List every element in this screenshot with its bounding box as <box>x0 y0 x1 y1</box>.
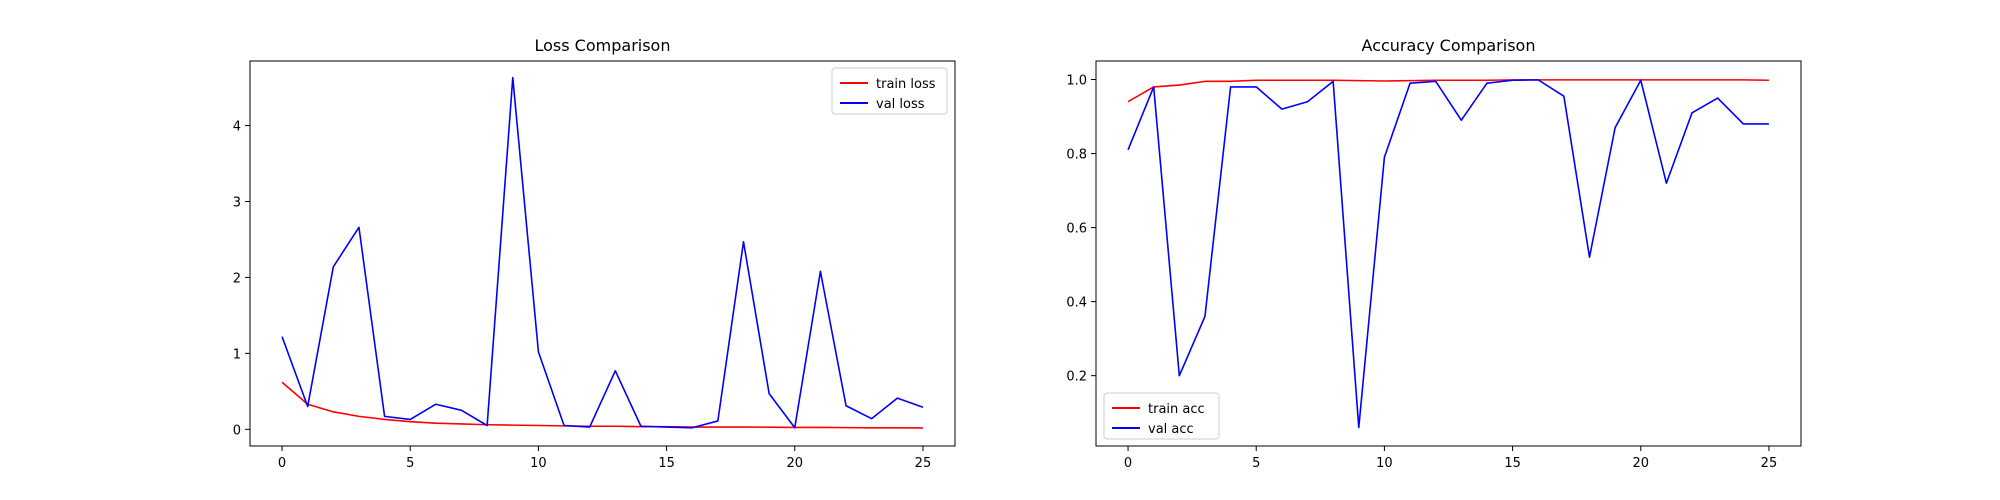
legend-label-train-acc: train acc <box>1148 402 1205 417</box>
axes-frame <box>1095 60 1802 447</box>
chart-title: Loss Comparison <box>535 36 671 55</box>
x-tick-label: 25 <box>1761 456 1778 471</box>
x-tick-label: 0 <box>1124 456 1132 471</box>
plot-area <box>1127 79 1769 429</box>
legend-label-val-loss: val loss <box>876 97 925 112</box>
legend: train loss val loss <box>831 67 948 115</box>
x-tick-label: 20 <box>786 456 803 471</box>
y-tick-label: 4 <box>233 120 241 135</box>
x-tick-label: 25 <box>915 456 932 471</box>
legend-label-train-loss: train loss <box>876 77 936 92</box>
y-tick-label: 1 <box>233 347 241 362</box>
legend-label-val-acc: val acc <box>1148 422 1194 437</box>
series-line-val-acc <box>1127 79 1769 429</box>
y-tick-label: 0.6 <box>1066 222 1087 237</box>
chart-title: Accuracy Comparison <box>1362 36 1536 55</box>
x-tick-label: 10 <box>1376 456 1393 471</box>
series-line-val-loss <box>281 76 924 429</box>
x-tick-label: 5 <box>406 456 414 471</box>
x-tick-label: 5 <box>1252 456 1260 471</box>
x-tick-label: 15 <box>658 456 675 471</box>
axes-frame <box>249 60 956 447</box>
y-tick-label: 1.0 <box>1066 74 1087 89</box>
plot-area <box>281 76 924 429</box>
x-tick-label: 15 <box>1504 456 1521 471</box>
x-tick-label: 20 <box>1632 456 1649 471</box>
accuracy-comparison-chart: Accuracy Comparison 0 5 10 15 20 25 0.2 0.4 0.6 0.… <box>1066 36 1802 471</box>
series-line-train-acc <box>1127 79 1769 103</box>
y-tick-label: 2 <box>233 271 241 286</box>
legend: train acc val acc <box>1103 392 1220 440</box>
loss-comparison-chart: Loss Comparison 0 5 10 15 20 25 0 1 2 3 4 train loss… <box>233 36 956 471</box>
y-tick-label: 0.2 <box>1066 370 1087 385</box>
y-tick-label: 0.4 <box>1066 296 1087 311</box>
y-tick-label: 0.8 <box>1066 148 1087 163</box>
y-tick-label: 0 <box>233 423 241 438</box>
series-line-train-loss <box>281 381 923 429</box>
y-tick-label: 3 <box>233 195 241 210</box>
x-tick-label: 0 <box>278 456 286 471</box>
x-tick-label: 10 <box>530 456 547 471</box>
